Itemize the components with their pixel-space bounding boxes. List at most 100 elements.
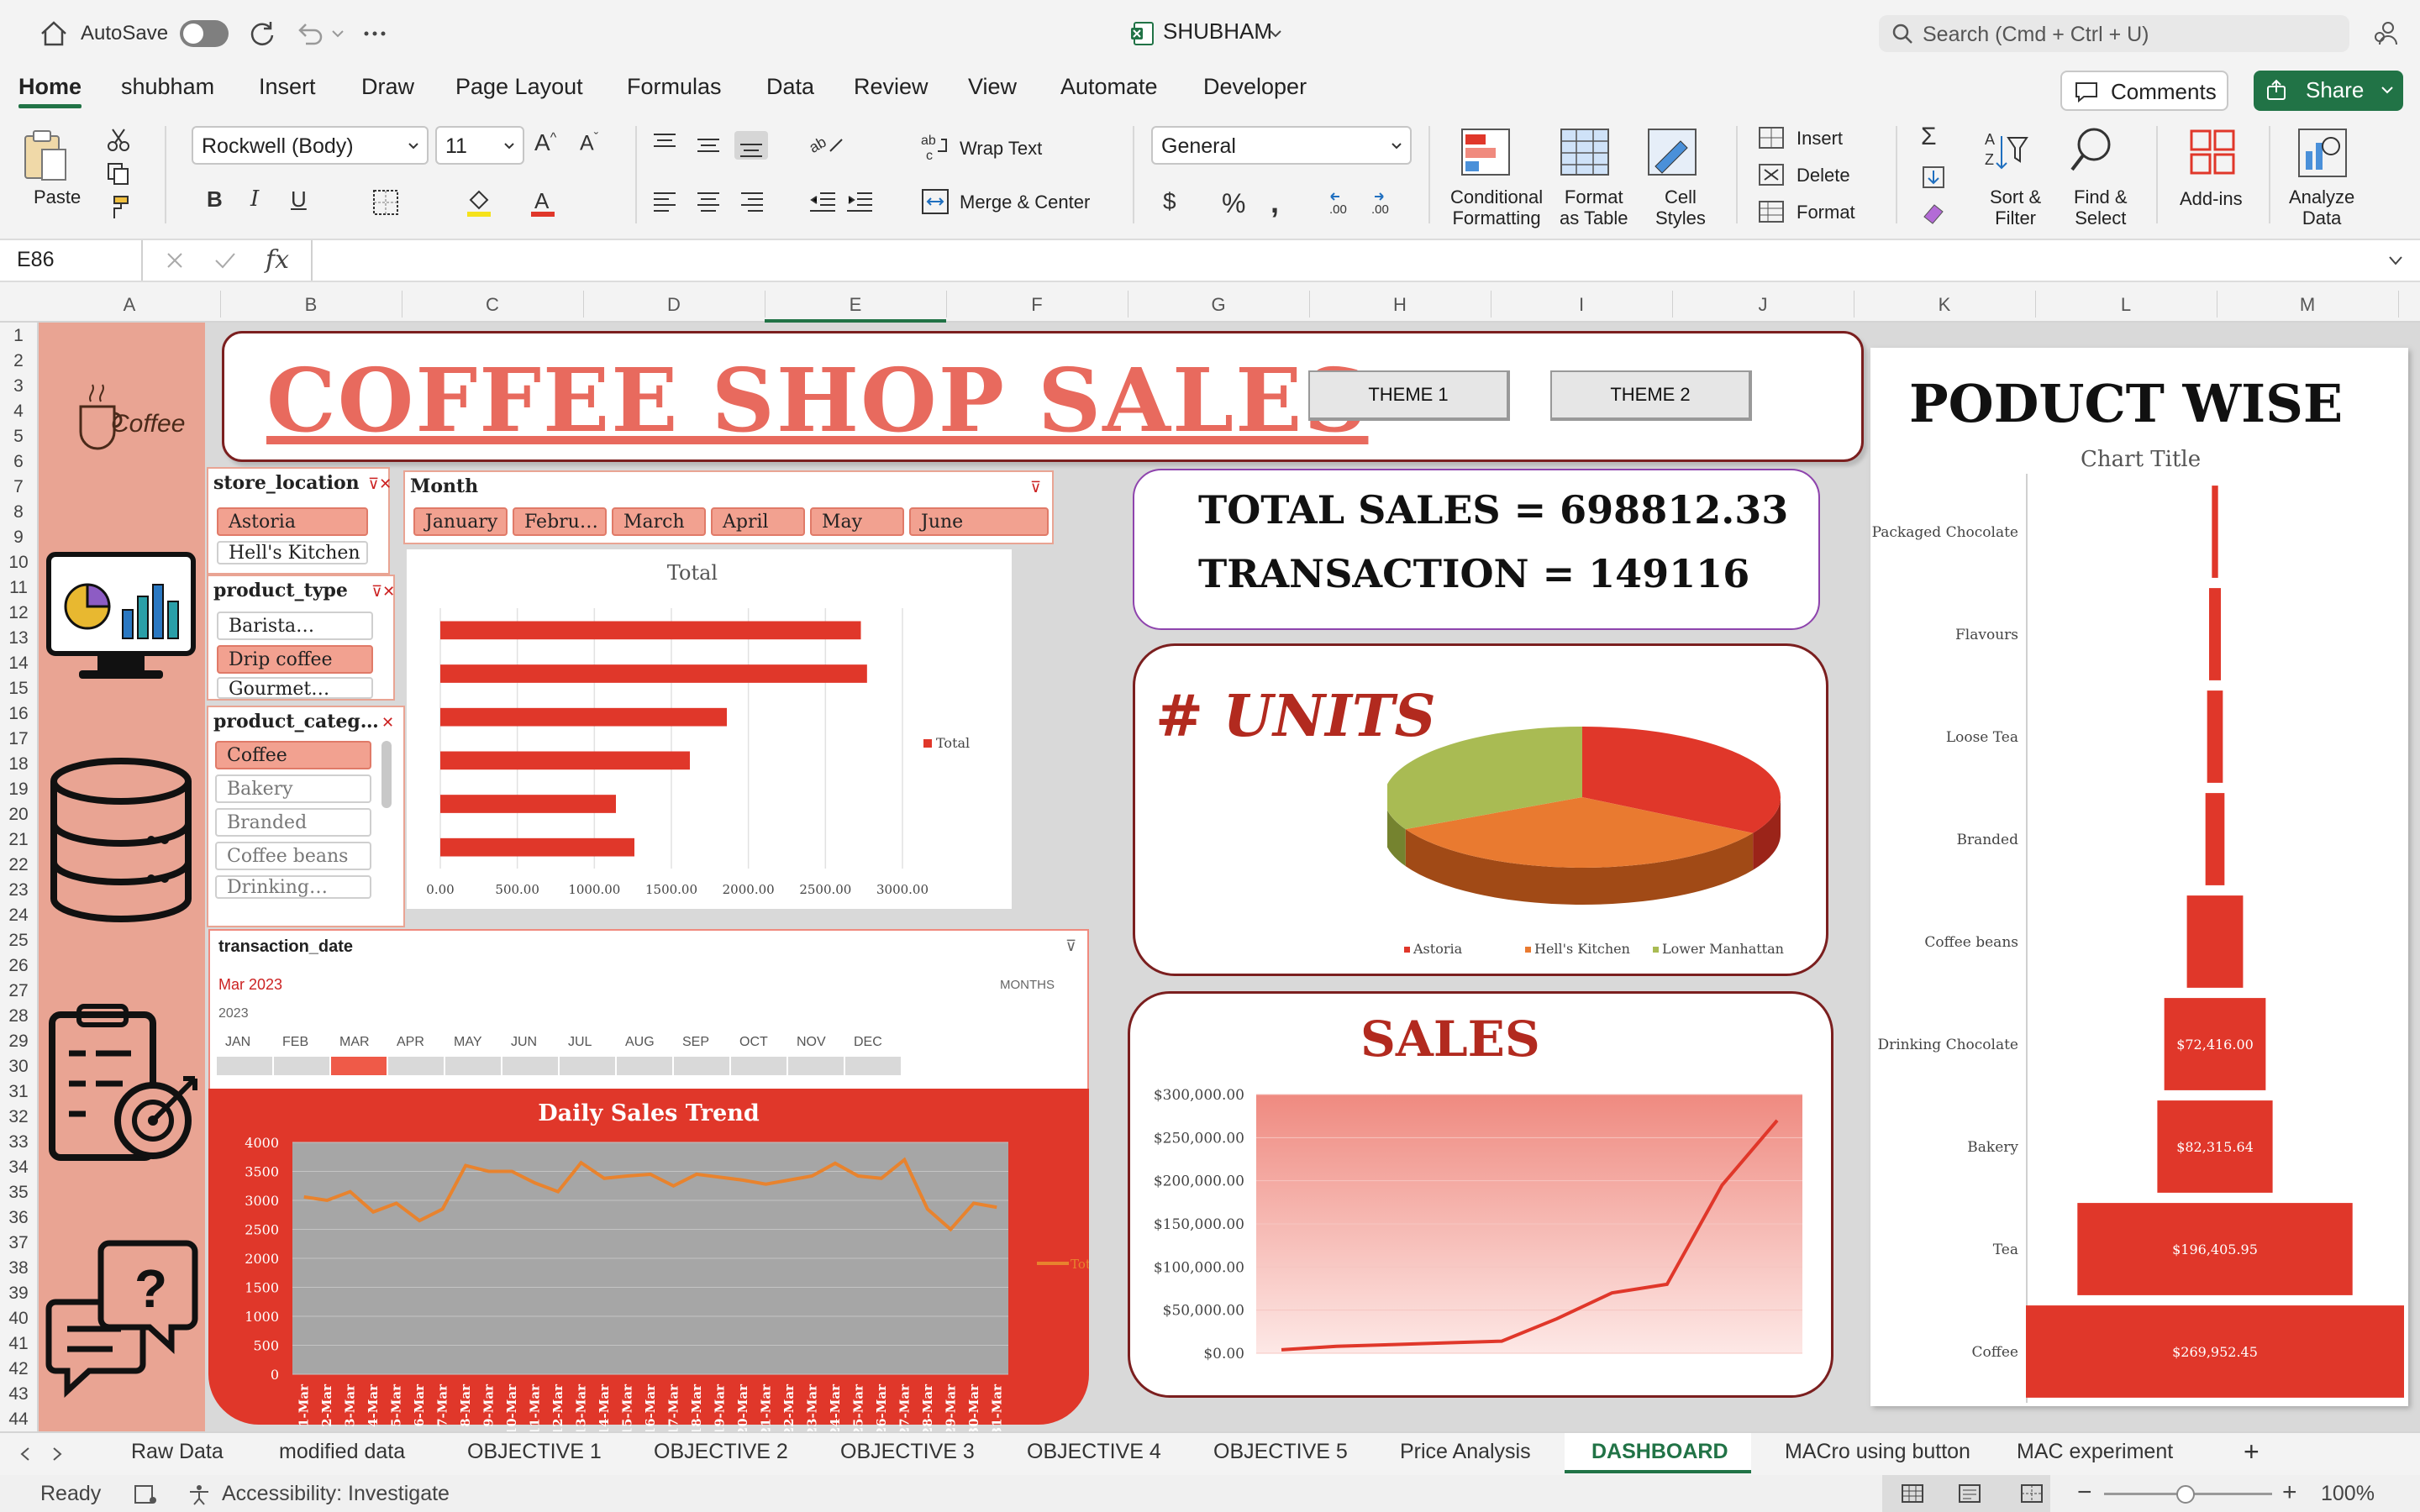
currency-button[interactable]: $ xyxy=(1163,188,1176,214)
borders-icon[interactable] xyxy=(371,188,400,217)
timeline-month-tile[interactable] xyxy=(388,1057,444,1075)
row-header[interactable]: 15 xyxy=(8,679,29,698)
sort-filter-icon[interactable]: AZ xyxy=(1983,128,2028,178)
orientation-icon[interactable]: ab xyxy=(808,129,849,160)
column-header-f[interactable]: F xyxy=(1031,294,1043,315)
slicer-item-barista[interactable]: Barista… xyxy=(217,612,373,640)
column-header-h[interactable]: H xyxy=(1393,294,1407,315)
row-header[interactable]: 4 xyxy=(13,402,24,421)
row-header[interactable]: 27 xyxy=(8,981,29,1000)
document-title[interactable]: SHUBHAM xyxy=(1163,18,1273,44)
name-box[interactable]: E86 xyxy=(0,240,143,281)
slicer-item-drinking[interactable]: Drinking… xyxy=(215,875,371,899)
accessibility-icon[interactable] xyxy=(187,1483,212,1505)
tab-draw[interactable]: Draw xyxy=(361,74,415,99)
number-format-select[interactable]: General xyxy=(1151,126,1412,165)
fill-color-icon[interactable] xyxy=(464,186,494,218)
product-type-slicer[interactable]: product_type ⊽✕ Barista… Drip coffee Gou… xyxy=(207,575,395,701)
bar[interactable] xyxy=(440,707,727,727)
zoom-level[interactable]: 100% xyxy=(2321,1482,2375,1505)
funnel-bar[interactable] xyxy=(2207,690,2223,783)
slicer-item-branded[interactable]: Branded xyxy=(215,808,371,837)
row-header[interactable]: 2 xyxy=(13,351,24,370)
decimal-icons[interactable]: .00 .00 xyxy=(1328,188,1412,218)
row-header[interactable]: 7 xyxy=(13,477,24,496)
add-ins-icon[interactable] xyxy=(2188,128,2237,176)
transaction-date-timeline[interactable]: transaction_date ⊽ Mar 2023 MONTHS 2023 … xyxy=(208,929,1089,1102)
funnel-bar[interactable] xyxy=(2186,895,2244,988)
row-header[interactable]: 39 xyxy=(8,1284,29,1303)
bold-button[interactable]: B xyxy=(207,186,223,212)
clear-filter-icon[interactable]: ⊽✕ xyxy=(368,475,392,492)
merge-center-icon[interactable] xyxy=(921,188,950,215)
month-item[interactable]: May xyxy=(810,507,904,536)
row-header[interactable]: 17 xyxy=(8,729,29,748)
insert-cells-icon[interactable] xyxy=(1758,126,1785,150)
wrap-text-button[interactable]: Wrap Text xyxy=(960,138,1043,159)
paste-icon[interactable] xyxy=(20,129,71,183)
tab-formulas[interactable]: Formulas xyxy=(627,74,722,99)
row-header[interactable]: 32 xyxy=(8,1107,29,1126)
timeline-level-select[interactable]: MONTHS xyxy=(1000,978,1055,992)
column-header-d[interactable]: D xyxy=(667,294,681,315)
normal-view-icon[interactable] xyxy=(1901,1483,1924,1504)
cancel-icon[interactable] xyxy=(165,250,185,270)
analyze-data-icon[interactable] xyxy=(2296,126,2351,180)
zoom-in-button[interactable]: + xyxy=(2282,1478,2297,1506)
row-header[interactable]: 29 xyxy=(8,1032,29,1051)
cut-icon[interactable] xyxy=(106,128,131,153)
month-item[interactable]: January xyxy=(413,507,508,536)
search-input[interactable]: Search (Cmd + Ctrl + U) xyxy=(1879,15,2349,52)
autosum-icon[interactable]: Σ xyxy=(1921,123,1937,150)
clear-filter-icon[interactable]: ✕ xyxy=(381,714,395,731)
row-header[interactable]: 1 xyxy=(13,326,24,345)
enter-icon[interactable] xyxy=(213,250,237,270)
row-header[interactable]: 36 xyxy=(8,1208,29,1227)
slicer-scrollbar[interactable] xyxy=(381,741,392,808)
copy-icon[interactable] xyxy=(106,161,131,186)
column-header-a[interactable]: A xyxy=(123,294,136,315)
font-name-select[interactable]: Rockwell (Body) xyxy=(192,126,429,165)
timeline-month-tile[interactable] xyxy=(445,1057,501,1075)
expand-formula-icon[interactable] xyxy=(2386,252,2405,269)
clear-filter-icon[interactable]: ⊽ xyxy=(1065,937,1077,954)
pie-slice[interactable] xyxy=(1387,727,1582,830)
tab-review[interactable]: Review xyxy=(854,74,929,99)
theme-1-button[interactable]: THEME 1 xyxy=(1308,370,1510,421)
timeline-month-tile[interactable] xyxy=(731,1057,786,1075)
row-header[interactable]: 8 xyxy=(13,502,24,522)
find-select-label[interactable]: Find & Select xyxy=(2074,186,2128,228)
row-header[interactable]: 14 xyxy=(8,654,29,673)
column-header-b[interactable]: B xyxy=(304,294,318,315)
share-button[interactable]: Share xyxy=(2254,71,2403,111)
row-header[interactable]: 24 xyxy=(8,906,29,925)
row-header[interactable]: 18 xyxy=(8,754,29,774)
column-header-j[interactable]: J xyxy=(1758,294,1768,315)
store-location-slicer[interactable]: store_location ⊽✕ Astoria Hell's Kitchen xyxy=(207,467,392,575)
timeline-month-tile[interactable] xyxy=(331,1057,387,1075)
funnel-bar[interactable] xyxy=(2026,1305,2404,1398)
row-header[interactable]: 23 xyxy=(8,880,29,900)
bar[interactable] xyxy=(440,664,867,683)
column-header-l[interactable]: L xyxy=(2120,294,2132,315)
macro-record-icon[interactable] xyxy=(133,1483,158,1505)
slicer-item-drip-coffee[interactable]: Drip coffee xyxy=(217,645,373,674)
slicer-item-bakery[interactable]: Bakery xyxy=(215,774,371,803)
row-header[interactable]: 3 xyxy=(13,376,24,396)
row-header[interactable]: 43 xyxy=(8,1384,29,1404)
tab-page-layout[interactable]: Page Layout xyxy=(455,74,583,99)
row-header[interactable]: 38 xyxy=(8,1258,29,1278)
row-header[interactable]: 40 xyxy=(8,1309,29,1328)
pie-slice[interactable] xyxy=(1582,727,1781,833)
row-header[interactable]: 35 xyxy=(8,1183,29,1202)
row-header[interactable]: 31 xyxy=(8,1082,29,1101)
column-header-e[interactable]: E xyxy=(849,294,862,315)
theme-2-button[interactable]: THEME 2 xyxy=(1550,370,1752,421)
tab-developer[interactable]: Developer xyxy=(1203,74,1307,99)
slicer-item-coffee[interactable]: Coffee xyxy=(215,741,371,769)
tab-home[interactable]: Home xyxy=(18,74,82,108)
sheet-tab-modified-data[interactable]: modified data xyxy=(279,1440,406,1463)
month-item[interactable]: April xyxy=(711,507,805,536)
timeline-month-tile[interactable] xyxy=(617,1057,672,1075)
formula-input[interactable] xyxy=(311,240,2386,281)
